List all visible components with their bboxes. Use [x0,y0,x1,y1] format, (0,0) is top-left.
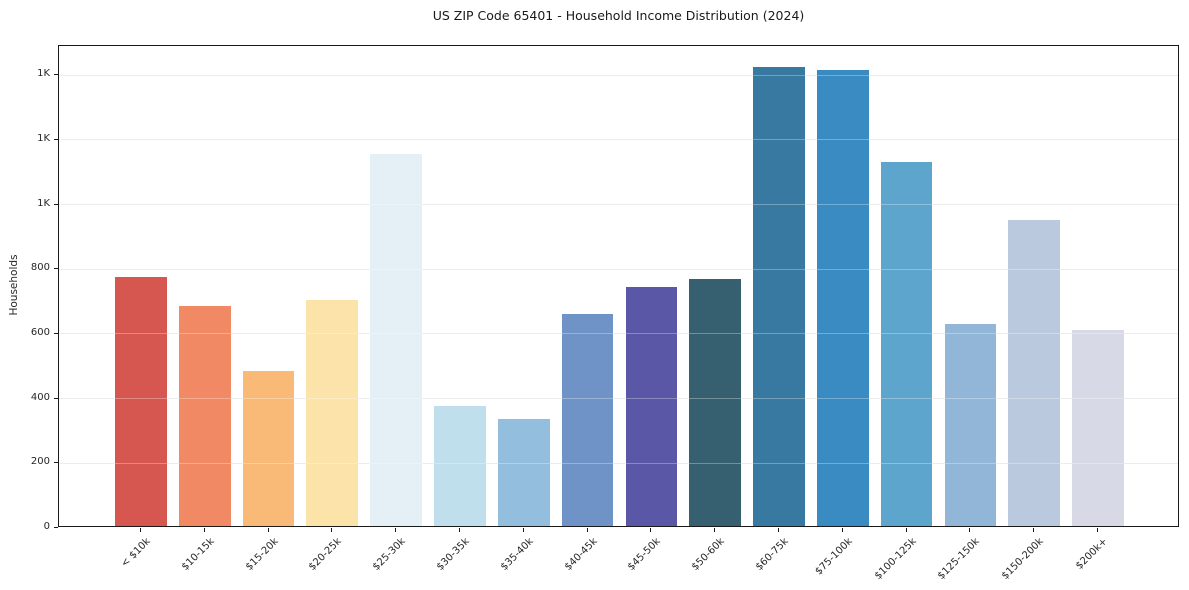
y-tick-label: 600 [30,326,50,338]
gridline [59,462,1178,464]
y-tick-mark [54,462,58,464]
bar [242,370,295,526]
bar [434,406,486,526]
y-tick-mark [54,138,58,140]
y-tick-mark [54,397,58,399]
y-tick-mark [54,268,58,270]
x-tick-mark [1033,528,1035,532]
x-tick-mark [203,528,205,532]
x-tick-mark [905,528,907,532]
gridline [59,268,1178,270]
y-axis-label: Households [8,254,20,316]
y-tick-label: 1K [37,132,50,144]
bar [944,323,997,526]
x-tick-mark [841,528,843,532]
bar [753,66,805,526]
x-tick-mark [650,528,652,532]
bar [1008,220,1061,526]
gridline-overlay [59,74,1178,76]
bar [816,69,869,526]
y-tick-mark [54,203,58,205]
gridline [59,74,1178,76]
gridline-overlay [59,398,1178,400]
x-tick-label: < $10k [119,536,153,570]
plot-area [58,45,1179,527]
y-tick-label: 800 [30,262,50,274]
y-tick-label: 400 [30,391,50,403]
x-tick-mark [139,528,141,532]
gridline [59,333,1178,335]
bar [880,162,933,526]
gridline-overlay [59,204,1178,205]
x-tick-mark [714,528,716,532]
y-tick-label: 1K [37,68,50,80]
x-tick-mark [522,528,524,532]
gridline-overlay [59,139,1178,141]
y-tick-label: 1K [37,197,50,209]
bar [370,154,422,526]
bar [689,278,742,526]
bar [497,419,550,526]
bar [1072,330,1124,526]
bar [561,314,614,526]
gridline-overlay [59,268,1178,270]
gridline [59,204,1178,205]
x-tick-mark [969,528,971,532]
bar [115,276,167,526]
bar [625,286,678,526]
x-tick-mark [1097,528,1099,532]
gridline-overlay [59,333,1178,335]
gridline-overlay [59,462,1178,464]
y-tick-mark [54,527,58,528]
y-tick-label: 0 [43,521,50,532]
y-tick-mark [54,332,58,334]
x-tick-mark [395,528,397,532]
x-tick-mark [331,528,333,532]
x-tick-mark [778,528,780,532]
gridline [59,139,1178,141]
y-tick-mark [54,74,58,76]
chart-title: US ZIP Code 65401 - Household Income Dis… [432,8,805,23]
x-tick-mark [267,528,269,532]
bar [306,299,359,526]
gridline [59,398,1178,400]
bar [178,306,231,526]
x-tick-mark [458,528,460,532]
x-tick-mark [586,528,588,532]
y-tick-label: 200 [30,456,50,468]
